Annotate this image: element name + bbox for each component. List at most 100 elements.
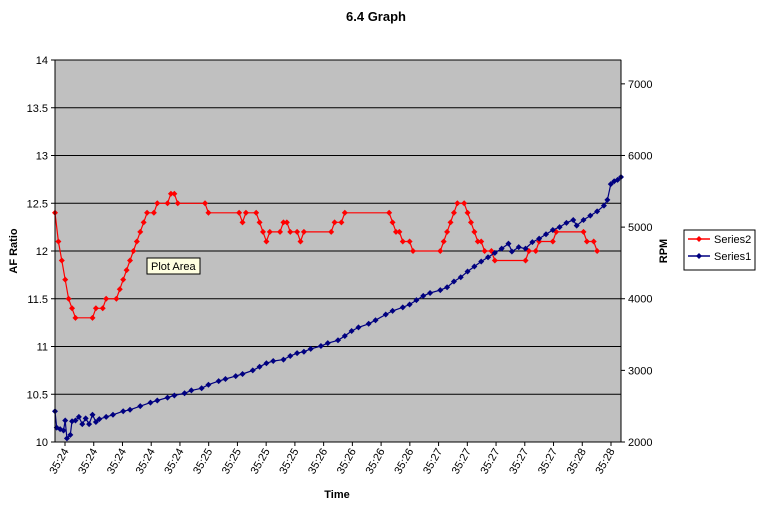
data-point [140, 219, 147, 226]
right-tick-label: 5000 [628, 222, 652, 234]
data-point [478, 238, 485, 245]
data-point [389, 307, 396, 314]
data-point [82, 415, 89, 422]
data-point [450, 209, 457, 216]
data-point [116, 286, 123, 293]
left-axis-ticks: 10 10.5 11 11.5 12 12.5 13 13.5 14 [27, 55, 55, 449]
data-point [127, 257, 134, 264]
data-point [103, 413, 110, 420]
data-point [253, 209, 260, 216]
data-point [573, 222, 580, 229]
data-point [181, 390, 188, 397]
data-point [331, 219, 338, 226]
x-tick-label: 35:27 [536, 447, 560, 477]
data-point [297, 238, 304, 245]
x-tick-label: 35:24 [162, 447, 186, 477]
x-tick-label: 35:25 [249, 447, 273, 477]
data-point [144, 209, 151, 216]
data-point [96, 416, 103, 423]
left-tick-label: 11.5 [27, 294, 48, 306]
data-point [399, 238, 406, 245]
left-tick-label: 14 [36, 55, 48, 67]
data-point [457, 274, 464, 281]
legend-marker [696, 253, 702, 259]
data-point [130, 248, 137, 254]
data-point [300, 348, 307, 355]
data-point [99, 305, 106, 312]
data-point [174, 200, 181, 207]
x-tick-label: 35:24 [76, 447, 100, 477]
data-point [280, 219, 287, 226]
right-axis-title: RPM [658, 239, 670, 263]
data-point [478, 258, 485, 265]
data-point [529, 239, 536, 246]
data-point [120, 408, 127, 415]
data-point [266, 228, 273, 235]
data-point [420, 292, 427, 299]
data-point [263, 360, 270, 367]
data-point [355, 324, 362, 331]
data-point [89, 411, 96, 418]
data-point [103, 295, 110, 302]
series-line-series1 [54, 176, 622, 440]
data-point [300, 228, 307, 235]
data-point [450, 278, 457, 285]
data-point [164, 394, 171, 401]
data-point [580, 228, 587, 235]
data-point [440, 238, 447, 245]
left-axis-title: AF Ratio [8, 228, 20, 274]
data-point [147, 399, 154, 406]
data-point [75, 413, 82, 420]
tooltip: Plot Area [146, 257, 201, 275]
x-tick-label: 35:27 [450, 447, 474, 477]
gridlines [55, 59, 621, 395]
x-tick-label: 35:26 [364, 447, 388, 477]
data-point [154, 397, 161, 404]
data-point [55, 238, 62, 245]
data-point [62, 276, 69, 283]
right-tick-label: 6000 [628, 150, 652, 162]
data-point [447, 219, 454, 226]
data-point [515, 244, 522, 251]
data-point [287, 228, 294, 235]
data-point [92, 418, 99, 425]
data-point [317, 343, 324, 350]
data-point [232, 373, 239, 380]
data-point [86, 421, 93, 428]
data-point [508, 248, 515, 255]
data-point [399, 304, 406, 311]
data-point [389, 219, 396, 226]
left-tick-label: 12 [36, 246, 48, 258]
left-tick-label: 13.5 [27, 103, 48, 115]
right-tick-label: 3000 [628, 365, 652, 377]
data-point [491, 249, 498, 256]
data-point [69, 305, 76, 312]
data-point [444, 284, 451, 291]
data-point [198, 385, 205, 392]
x-tick-label: 35:24 [47, 447, 71, 477]
data-point [123, 267, 130, 274]
data-point [392, 228, 399, 235]
data-point [563, 219, 570, 226]
data-point [386, 209, 393, 216]
data-point [277, 228, 284, 235]
data-point [491, 257, 498, 264]
data-point [65, 295, 72, 302]
data-point [171, 190, 178, 197]
data-point [242, 209, 249, 216]
data-point [324, 340, 331, 347]
data-point [58, 257, 65, 264]
legend[interactable]: Series2 Series1 [683, 229, 756, 271]
x-tick-label: 35:28 [593, 447, 617, 477]
data-point [372, 317, 379, 324]
data-point [202, 200, 209, 207]
series-markers-series2 [52, 190, 601, 321]
data-point [580, 216, 587, 223]
data-point [205, 381, 212, 388]
left-tick-label: 10 [36, 437, 48, 449]
data-point [437, 287, 444, 294]
data-point [406, 301, 413, 308]
x-tick-label: 35:28 [565, 447, 589, 477]
data-point [171, 392, 178, 399]
x-tick-label: 35:25 [220, 447, 244, 477]
